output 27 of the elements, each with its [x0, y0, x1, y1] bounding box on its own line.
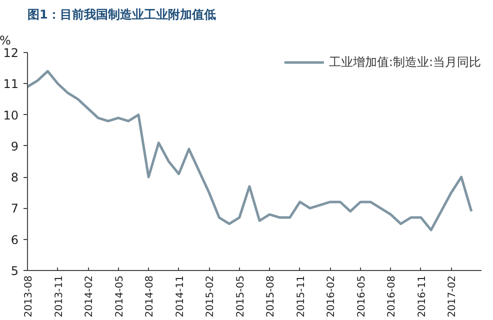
x-tick-label: 2014-05 — [114, 275, 126, 318]
x-tick-label: 2013-08 — [24, 275, 34, 318]
x-tick-label: 2016-11 — [416, 275, 428, 318]
y-tick-label: 12 — [3, 46, 19, 60]
x-tick-label: 2014-11 — [174, 275, 186, 318]
x-tick-label: 2016-02 — [326, 275, 338, 318]
y-tick-label: 7 — [10, 202, 19, 216]
chart-title: 图1：目前我国制造业工业附加值低 — [28, 8, 216, 22]
x-tick-label: 2016-05 — [356, 275, 368, 318]
y-tick-label: 11 — [3, 77, 19, 92]
y-tick-label: 8 — [10, 170, 19, 185]
x-tick-label: 2014-02 — [84, 275, 96, 318]
legend-label: 工业增加值:制造业:当月同比 — [328, 54, 481, 70]
y-tick-label: 9 — [10, 139, 19, 154]
x-tick-label: 2015-02 — [205, 275, 216, 318]
x-tick-label: 2015-08 — [266, 275, 277, 318]
x-tick-label: 2015-11 — [296, 275, 307, 318]
x-tick-label: 2017-02 — [447, 275, 458, 318]
x-tick-label: 2015-05 — [235, 275, 246, 318]
line-series — [28, 70, 473, 232]
x-tick-label: 2016-08 — [386, 275, 398, 318]
x-tick-label: 2014-08 — [144, 275, 156, 318]
y-tick-label: 10 — [3, 108, 19, 122]
y-axis-title: % — [0, 34, 11, 48]
y-tick-label: 6 — [10, 232, 19, 247]
y-tick-label: 5 — [10, 264, 19, 278]
x-tick-label: 2013-11 — [54, 275, 65, 318]
